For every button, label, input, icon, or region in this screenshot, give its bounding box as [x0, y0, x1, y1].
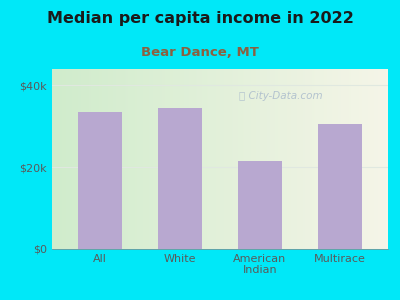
Text: ⓘ City-Data.com: ⓘ City-Data.com	[239, 91, 322, 101]
Text: Median per capita income in 2022: Median per capita income in 2022	[46, 11, 354, 26]
Bar	[78, 112, 122, 249]
Bar	[238, 161, 282, 249]
Text: Bear Dance, MT: Bear Dance, MT	[141, 46, 259, 59]
Bar	[158, 108, 202, 249]
Bar	[318, 124, 362, 249]
